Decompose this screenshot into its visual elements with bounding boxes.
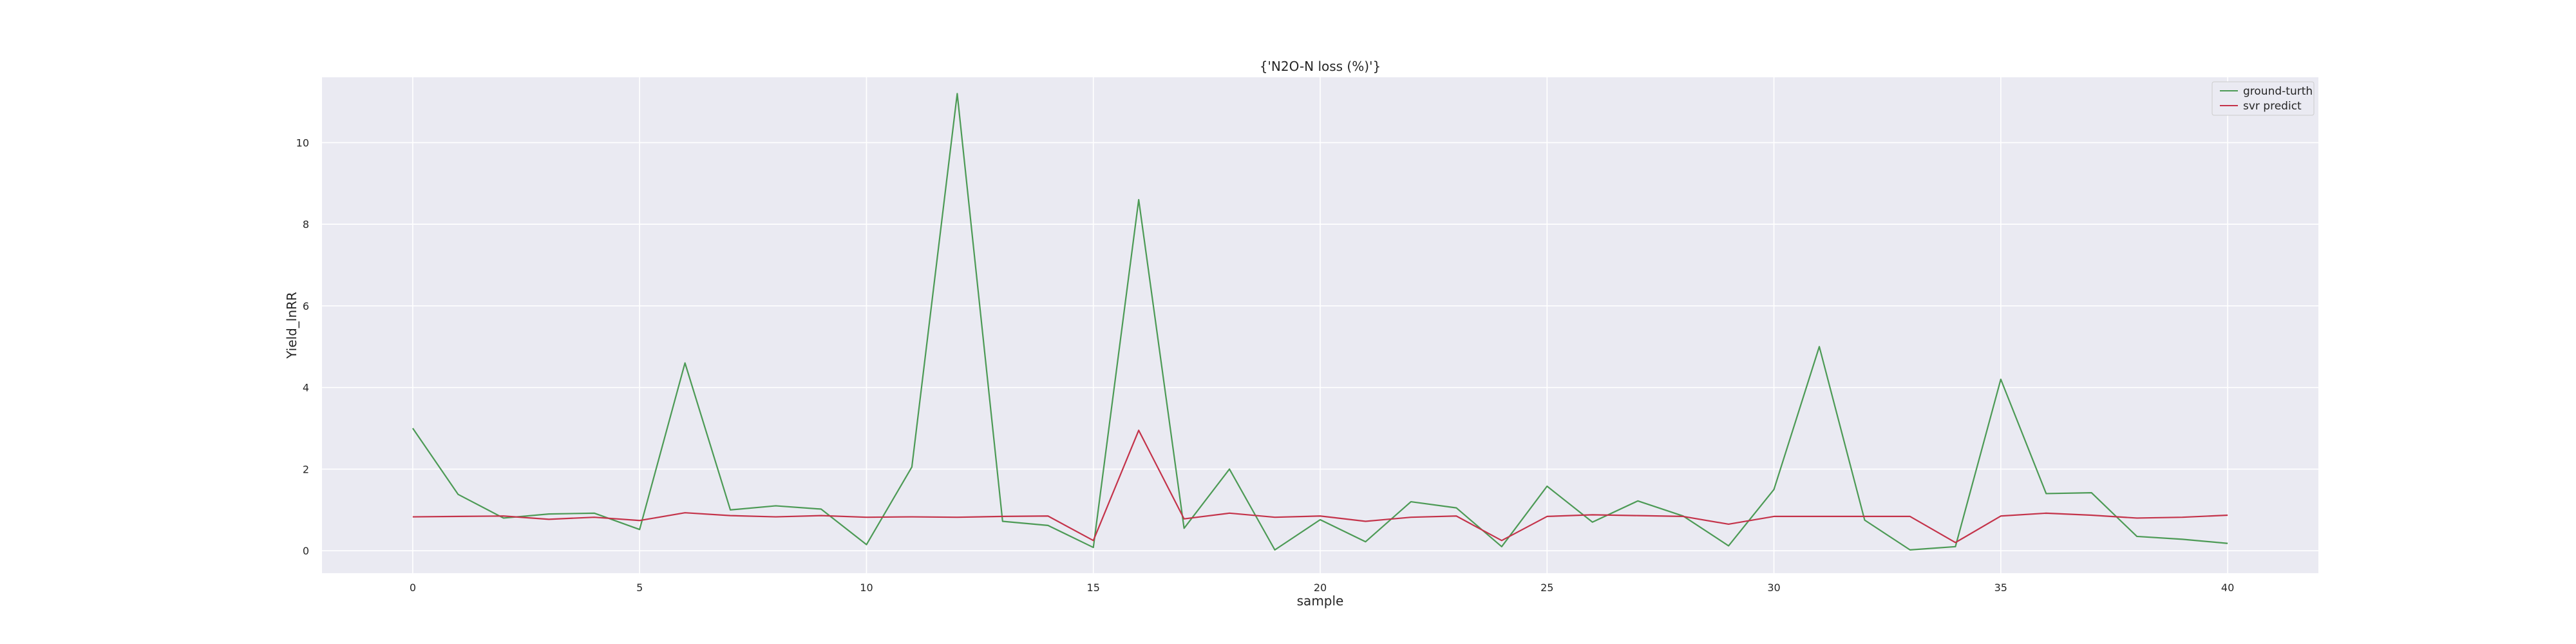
- y-tick-label: 4: [303, 382, 309, 394]
- legend: ground-turth svr predict: [2211, 81, 2315, 116]
- x-tick-label: 5: [636, 582, 643, 594]
- legend-label-svr-predict: svr predict: [2243, 100, 2302, 113]
- x-tick-label: 15: [1087, 582, 1100, 594]
- y-axis-label: Yield_lnRR: [284, 292, 299, 359]
- y-tick-label: 10: [296, 137, 309, 149]
- y-tick-label: 2: [303, 463, 309, 475]
- y-tick-label: 8: [303, 218, 309, 231]
- series-line-svr-predict: [412, 430, 2228, 544]
- x-tick-label: 35: [1994, 582, 2007, 594]
- y-tick-label: 6: [303, 300, 309, 312]
- x-axis-ticks: 0 5 10 15 20 25 30 35 40: [410, 582, 2234, 594]
- x-tick-label: 40: [2221, 582, 2234, 594]
- series-layer: [412, 93, 2228, 551]
- x-axis-label: sample: [1297, 593, 1344, 609]
- x-tick-label: 20: [1314, 582, 1327, 594]
- y-axis-ticks: 0 2 4 6 8 10: [296, 137, 309, 557]
- chart-title: {'N2O-N loss (%)'}: [1260, 59, 1381, 74]
- x-tick-label: 25: [1540, 582, 1553, 594]
- y-tick-label: 0: [303, 545, 309, 557]
- grid-lines: [322, 77, 2318, 573]
- x-tick-label: 30: [1767, 582, 1780, 594]
- legend-label-ground-turth: ground-turth: [2243, 85, 2313, 98]
- x-tick-label: 0: [410, 582, 416, 594]
- series-line-ground-turth: [412, 93, 2228, 551]
- x-tick-label: 10: [860, 582, 873, 594]
